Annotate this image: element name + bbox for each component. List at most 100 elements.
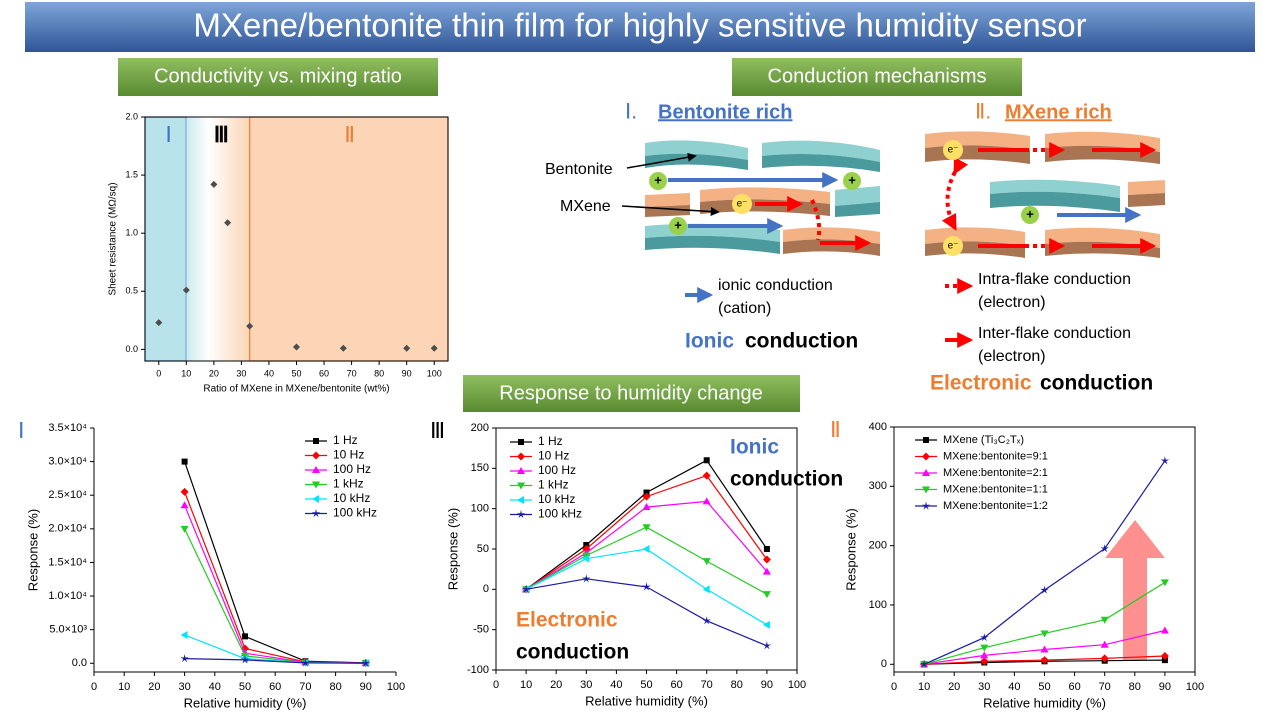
x-axis-label: Relative humidity (%) — [585, 693, 708, 708]
data-point — [980, 644, 989, 652]
legend-text: ionic conduction — [718, 277, 833, 294]
bentonite-flake — [762, 140, 880, 162]
legend-text: Intra-flake conduction — [978, 271, 1131, 288]
section-header-bg — [732, 58, 1022, 96]
x-tick-label: 80 — [1129, 681, 1141, 693]
x-tick-label: 70 — [1099, 681, 1111, 693]
x-tick-label: 30 — [236, 368, 246, 378]
chart: 0 10 20 30 40 50 60 70 80 90 100 0 100 200 300 400 Relat… — [830, 417, 1204, 710]
data-point — [642, 524, 651, 532]
y-tick-label: 1.0×10⁴ — [48, 590, 87, 602]
data-point — [582, 574, 591, 583]
series-line — [184, 505, 366, 664]
panel-label: Ⅱ — [830, 417, 841, 442]
cation-symbol: + — [848, 172, 856, 187]
x-tick-label: 90 — [1159, 681, 1171, 693]
data-point — [240, 655, 250, 664]
legend-marker — [313, 438, 319, 444]
legend-label: 1 Hz — [538, 434, 563, 448]
y-tick-label: 1.5×10⁴ — [48, 556, 87, 568]
x-tick-label: 0 — [91, 681, 97, 693]
data-point — [582, 552, 591, 560]
summary-word: Ionic — [685, 330, 734, 353]
legend-marker — [517, 496, 524, 504]
data-point — [182, 286, 190, 294]
y-tick-label: 0.5 — [125, 286, 138, 296]
legend-marker — [517, 482, 525, 490]
x-tick-label: 30 — [978, 681, 990, 693]
data-point — [180, 501, 189, 509]
data-point — [180, 654, 189, 663]
region-label: Ⅲ — [214, 122, 229, 147]
cation-symbol: + — [654, 172, 662, 187]
y-tick-label: 150 — [471, 462, 489, 474]
x-tick-label: 10 — [181, 368, 191, 378]
chart: 0 10 20 30 40 50 60 70 80 90 100 0.0 5.0×10³ 1.0×10⁴ 1… — [18, 418, 405, 710]
data-point — [762, 591, 771, 599]
data-point — [1040, 656, 1049, 665]
legend-label: 1 Hz — [333, 433, 358, 447]
x-tick-label: 80 — [374, 368, 384, 378]
pointer — [621, 205, 720, 217]
y-axis-label: Response (%) — [843, 508, 858, 590]
data-point — [642, 492, 651, 501]
data-point — [702, 497, 711, 505]
y-tick-label: 0 — [881, 658, 887, 670]
legend-marker — [922, 486, 930, 494]
x-tick-label: 10 — [118, 681, 130, 693]
panel-label: Ⅲ — [430, 418, 445, 443]
x-tick-label: 10 — [520, 679, 532, 691]
section-header-bg — [463, 375, 800, 412]
y-tick-label: 100 — [471, 503, 489, 515]
legend-marker — [312, 481, 320, 489]
data-point — [1160, 456, 1170, 465]
series-line — [184, 528, 366, 664]
x-tick-label: 40 — [610, 679, 622, 691]
data-point — [242, 633, 248, 640]
heading: Bentonite rich — [658, 101, 792, 123]
y-tick-label: 50 — [477, 543, 489, 555]
y-axis-label: Sheet resistance (MΩ/sq) — [108, 182, 119, 295]
annotation: conduction — [730, 468, 843, 491]
legend-marker — [921, 501, 931, 510]
mxene-flake — [1128, 193, 1165, 207]
cation — [843, 172, 861, 190]
y-tick-label: 300 — [869, 480, 887, 492]
chart: 0 10 20 30 40 50 60 70 80 90 100 -100 -50 0 50 100 150 20… — [430, 418, 843, 708]
x-tick-label: 70 — [299, 681, 311, 693]
x-tick-label: 90 — [402, 368, 412, 378]
x-tick-label: 10 — [918, 681, 930, 693]
cation — [649, 172, 667, 190]
annotation: Electronic — [516, 609, 618, 632]
x-tick-label: 20 — [148, 681, 160, 693]
x-tick-label: 60 — [269, 681, 281, 693]
x-tick-label: 40 — [264, 368, 274, 378]
data-point — [1160, 579, 1169, 587]
y-tick-label: -100 — [467, 664, 489, 676]
data-point — [210, 180, 218, 188]
data-point — [155, 319, 163, 327]
legend-text: (cation) — [718, 300, 771, 317]
section-header: Conductivity vs. mixing ratio — [154, 65, 402, 87]
data-point — [1100, 654, 1109, 663]
x-tick-label: 60 — [319, 368, 329, 378]
mxene-flake — [1128, 180, 1165, 195]
legend-label: 100 Hz — [538, 463, 576, 477]
data-point — [1161, 657, 1168, 664]
y-tick-label: 3.5×10⁴ — [48, 422, 87, 434]
heading: MXene rich — [1005, 101, 1112, 123]
x-tick-label: 90 — [360, 681, 372, 693]
x-tick-label: 40 — [209, 681, 221, 693]
data-point — [1160, 626, 1169, 634]
legend-label: 10 Hz — [333, 448, 364, 462]
x-tick-label: 50 — [1038, 681, 1050, 693]
data-point — [180, 525, 189, 533]
x-tick-label: 100 — [427, 368, 442, 378]
data-point — [642, 545, 650, 553]
bentonite-flake — [762, 154, 880, 172]
cation-symbol: + — [1026, 206, 1034, 221]
legend-label: 1 kHz — [333, 477, 364, 491]
electron-symbol: e⁻ — [737, 199, 748, 210]
